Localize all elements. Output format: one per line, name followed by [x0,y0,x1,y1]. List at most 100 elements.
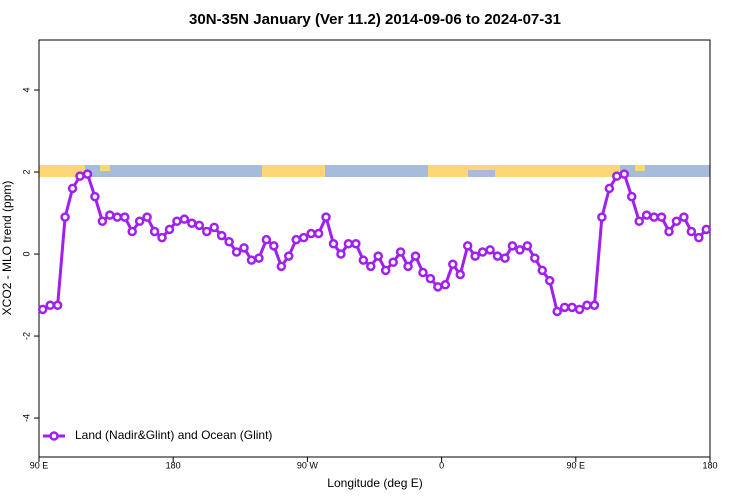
data-point [52,300,63,311]
data-point [187,218,197,229]
data-point [321,212,331,222]
data-point [544,275,555,286]
data-point [597,212,607,222]
data-point [127,226,137,237]
data-point [254,253,264,263]
chart-title: 30N-35N January (Ver 11.2) 2014-09-06 to… [189,11,561,28]
data-point [75,171,85,181]
data-point [448,259,458,270]
data-point [336,249,346,259]
data-point [112,212,123,222]
data-point [261,234,272,245]
data-point [313,228,324,239]
data-point [97,216,108,226]
data-point [433,282,443,292]
legend-marker [49,431,59,441]
data-point [455,269,465,280]
land-band [495,165,620,177]
data-point [90,191,100,202]
data-point [694,232,704,243]
data-point [291,234,301,245]
data-point [649,212,659,222]
data-point [328,239,339,249]
data-point [500,253,510,263]
data-point [604,183,615,194]
data-point [574,304,585,315]
data-point [559,302,570,313]
data-point [202,226,212,237]
data-point [485,245,495,255]
data-point [612,171,622,181]
data-point [410,251,421,261]
data-point [626,191,637,202]
data-point [276,261,287,272]
data-point [119,212,130,222]
data-point [105,210,115,220]
land-band [262,165,325,177]
data-point [142,212,152,222]
data-point [164,224,175,235]
data-point [351,239,361,249]
data-point [67,183,78,194]
x-tick-label: 90 E [567,460,586,470]
x-tick-label: 90 E [30,460,49,470]
data-point [492,251,503,261]
y-tick-label: -4 [21,414,31,422]
data-point [373,251,383,261]
data-point [477,247,488,257]
data-point [37,304,48,315]
land-band [428,165,468,177]
data-point [462,241,473,251]
land-band [100,165,110,171]
data-point [470,251,480,261]
y-tick-label: 2 [21,170,31,175]
data-point [582,300,592,311]
data-point [679,212,689,222]
x-axis-label: Longitude (deg E) [327,476,422,490]
data-point [671,216,682,226]
data-point [567,302,577,313]
data-point [82,169,93,179]
data-point [194,220,205,231]
data-point [179,214,190,224]
data-point [231,247,242,257]
data-point [395,247,406,257]
data-point [656,212,667,222]
land-band [39,165,85,177]
legend-label: Land (Nadir&Glint) and Ocean (Glint) [75,428,272,442]
x-tick-label: 90 W [297,460,319,470]
data-point [530,253,540,263]
data-point [634,216,644,226]
data-point [216,230,227,241]
data-point [284,251,294,261]
data-point [306,228,316,239]
data-point [380,265,391,276]
data-point [209,222,219,233]
data-point [45,300,55,311]
data-point [425,273,436,284]
data-point [224,236,234,247]
data-point [149,226,160,237]
data-point [343,239,354,249]
data-point [134,216,145,226]
data-point [269,241,279,251]
x-tick-label: 0 [439,460,444,470]
data-point [522,241,533,251]
data-point [515,245,525,255]
data-point [619,169,630,179]
data-point [239,243,249,253]
land-band [468,165,495,170]
y-axis-label: XCO2 - MLO trend (ppm) [0,181,14,316]
data-point [686,226,697,237]
series-line [42,172,708,314]
data-point [440,280,451,290]
data-point [366,261,376,272]
land-band [635,165,645,171]
data-point [388,257,398,267]
data-point [172,216,182,226]
data-point [246,255,257,265]
data-point [589,300,600,311]
y-tick-label: -2 [21,332,31,340]
data-point [358,255,369,265]
